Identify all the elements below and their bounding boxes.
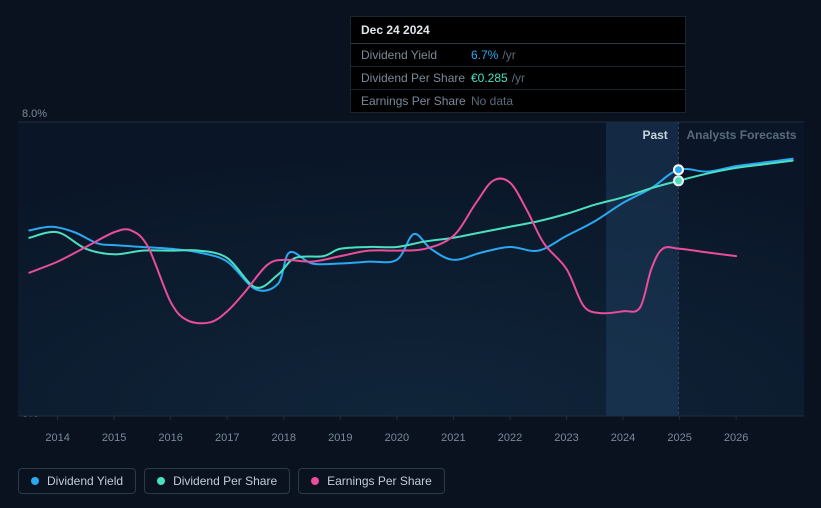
tooltip-date: Dec 24 2024 [351, 17, 685, 44]
past-section-label: Past [642, 128, 667, 142]
legend-label: Dividend Per Share [173, 474, 277, 488]
x-axis: 2014 2015 2016 2017 2018 2019 2020 2021 2022 2023… [18, 432, 804, 448]
legend-item-dividend-per-share[interactable]: Dividend Per Share [144, 468, 290, 494]
x-tick-label: 2026 [724, 432, 748, 444]
x-tick-label: 2024 [611, 432, 635, 444]
x-tick-label: 2023 [554, 432, 578, 444]
legend-item-dividend-yield[interactable]: Dividend Yield [18, 468, 136, 494]
tooltip-suffix: /yr [502, 48, 515, 62]
legend-item-earnings-per-share[interactable]: Earnings Per Share [298, 468, 445, 494]
tooltip-row: Dividend Per Share€0.285/yr [351, 67, 685, 90]
x-tick-label: 2021 [441, 432, 465, 444]
tooltip-row: Earnings Per ShareNo data [351, 90, 685, 112]
tooltip-row: Dividend Yield6.7%/yr [351, 44, 685, 67]
forecast-section-label: Analysts Forecasts [686, 128, 796, 142]
legend-label: Earnings Per Share [327, 474, 432, 488]
tooltip-suffix: /yr [512, 71, 525, 85]
tooltip-metric-label: Earnings Per Share [361, 94, 471, 108]
chart-legend: Dividend Yield Dividend Per Share Earnings… [18, 468, 445, 494]
x-tick-label: 2025 [667, 432, 691, 444]
tooltip-metric-value: No data [471, 94, 675, 108]
x-tick-label: 2019 [328, 432, 352, 444]
x-tick-label: 2014 [45, 432, 69, 444]
x-tick-label: 2018 [272, 432, 296, 444]
x-tick-label: 2016 [158, 432, 182, 444]
x-tick-label: 2020 [385, 432, 409, 444]
legend-dot-icon [157, 477, 165, 485]
legend-dot-icon [31, 477, 39, 485]
legend-label: Dividend Yield [47, 474, 123, 488]
x-tick-label: 2015 [102, 432, 126, 444]
chart-plot-area[interactable]: Past Analysts Forecasts [18, 110, 804, 446]
x-tick-label: 2022 [498, 432, 522, 444]
tooltip-metric-value: 6.7%/yr [471, 48, 675, 62]
tooltip-metric-label: Dividend Yield [361, 48, 471, 62]
chart-tooltip: Dec 24 2024 Dividend Yield6.7%/yrDividen… [350, 16, 686, 113]
tooltip-metric-label: Dividend Per Share [361, 71, 471, 85]
chart-svg [18, 110, 804, 446]
tooltip-metric-value: €0.285/yr [471, 71, 675, 85]
legend-dot-icon [311, 477, 319, 485]
x-tick-label: 2017 [215, 432, 239, 444]
